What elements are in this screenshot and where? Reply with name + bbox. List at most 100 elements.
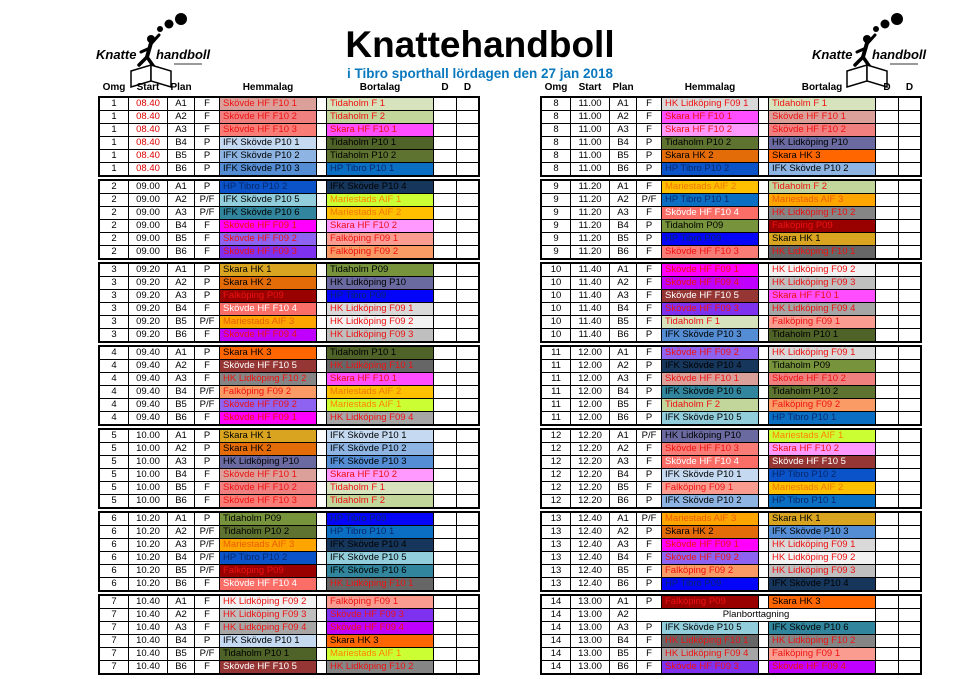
d-cell bbox=[457, 661, 478, 673]
start-time-cell: 09.20 bbox=[129, 290, 167, 302]
home-team-cell: Skövde HF F09 2 bbox=[662, 347, 758, 359]
plan-cell: B4 bbox=[610, 137, 636, 149]
home-team-cell: Skara HK 2 bbox=[662, 526, 758, 538]
pf-cell: F bbox=[195, 373, 219, 385]
home-team-cell: Skövde HF F10 2 bbox=[220, 482, 316, 494]
pf-cell: F bbox=[195, 622, 219, 634]
start-time-cell: 09.20 bbox=[129, 316, 167, 328]
start-time-cell: 11.20 bbox=[571, 220, 609, 232]
gap-cell bbox=[759, 539, 768, 551]
home-team-cell: HP Tibro P09 bbox=[662, 578, 758, 590]
away-team-cell: HK Lidköping F09 1 bbox=[327, 303, 433, 315]
d-cell bbox=[899, 386, 920, 398]
omg-cell: 9 bbox=[542, 233, 570, 245]
gap-cell bbox=[759, 565, 768, 577]
plan-cell: A1 bbox=[168, 181, 194, 193]
d-cell bbox=[457, 526, 478, 538]
pf-cell: P bbox=[637, 596, 661, 608]
omg-cell: 7 bbox=[100, 661, 128, 673]
d-cell bbox=[899, 360, 920, 372]
away-team-cell: HK Lidköping F09 3 bbox=[769, 277, 875, 289]
home-team-cell: Skövde HF F10 3 bbox=[220, 124, 316, 136]
omg-cell: 8 bbox=[542, 98, 570, 110]
d-cell bbox=[899, 290, 920, 302]
round-block-7: 7 10.40 A1 F HK Lidköping F09 2 Falköping F09… bbox=[98, 594, 480, 675]
d-cell bbox=[899, 373, 920, 385]
d-cell bbox=[899, 246, 920, 258]
away-team-cell: HK Lidköping F09 3 bbox=[327, 329, 433, 341]
start-time-cell: 12.00 bbox=[571, 386, 609, 398]
d-cell bbox=[434, 648, 456, 660]
d-cell bbox=[434, 207, 456, 219]
home-team-cell: Tidaholm P09 bbox=[220, 513, 316, 525]
d-cell bbox=[434, 469, 456, 481]
gap-cell bbox=[317, 347, 326, 359]
d-cell bbox=[899, 329, 920, 341]
pf-cell: P/F bbox=[195, 316, 219, 328]
col-start: Start bbox=[136, 82, 160, 93]
start-time-cell: 09.20 bbox=[129, 303, 167, 315]
plan-cell: A2 bbox=[610, 609, 636, 621]
home-team-cell: IFK Skövde P10 2 bbox=[220, 150, 316, 162]
d-cell bbox=[457, 513, 478, 525]
plan-cell: B5 bbox=[168, 399, 194, 411]
home-team-cell: HP Tibro P10 2 bbox=[220, 552, 316, 564]
d-cell bbox=[876, 290, 898, 302]
pf-cell: P bbox=[637, 526, 661, 538]
start-time-cell: 11.20 bbox=[571, 207, 609, 219]
gap-cell bbox=[317, 124, 326, 136]
d-cell bbox=[899, 347, 920, 359]
pf-cell: F bbox=[195, 360, 219, 372]
start-time-cell: 09.20 bbox=[129, 264, 167, 276]
home-team-cell: HK Lidköping F09 2 bbox=[220, 596, 316, 608]
plan-cell: A2 bbox=[168, 360, 194, 372]
away-team-cell: IFK Skövde P10 2 bbox=[327, 443, 433, 455]
d-cell bbox=[457, 456, 478, 468]
pf-cell: P bbox=[195, 430, 219, 442]
pf-cell: F bbox=[195, 609, 219, 621]
pf-cell: F bbox=[637, 565, 661, 577]
pf-cell: F bbox=[637, 648, 661, 660]
logo-text-handboll: handboll bbox=[156, 47, 211, 62]
away-team-cell: Tidaholm P10 1 bbox=[327, 347, 433, 359]
home-team-cell: IFK Skövde P10 5 bbox=[662, 622, 758, 634]
plan-cell: B4 bbox=[610, 220, 636, 232]
knatte-handboll-logo-left: Knatte handboll bbox=[96, 13, 211, 89]
omg-cell: 4 bbox=[100, 386, 128, 398]
omg-cell: 14 bbox=[542, 648, 570, 660]
d-cell bbox=[899, 596, 920, 608]
plan-cell: A2 bbox=[168, 194, 194, 206]
d-cell bbox=[434, 526, 456, 538]
start-time-cell: 08.40 bbox=[129, 111, 167, 123]
start-time-cell: 10.20 bbox=[129, 578, 167, 590]
home-team-cell: Skövde HF F10 5 bbox=[662, 290, 758, 302]
gap-cell bbox=[759, 578, 768, 590]
away-team-cell: IFK Skövde P10 5 bbox=[327, 552, 433, 564]
pf-cell: P bbox=[637, 386, 661, 398]
d-cell bbox=[876, 303, 898, 315]
home-team-cell: Skövde HF F10 2 bbox=[220, 111, 316, 123]
start-time-cell: 12.20 bbox=[571, 482, 609, 494]
plan-cell: B5 bbox=[168, 648, 194, 660]
pf-cell: F bbox=[637, 124, 661, 136]
home-team-cell: IFK Skövde P10 1 bbox=[662, 469, 758, 481]
d-cell bbox=[876, 386, 898, 398]
pf-cell: P bbox=[637, 220, 661, 232]
away-team-cell: HP Tibro P10 1 bbox=[327, 526, 433, 538]
start-time-cell: 10.00 bbox=[129, 430, 167, 442]
d-cell bbox=[899, 469, 920, 481]
pf-cell: P bbox=[195, 150, 219, 162]
d-cell bbox=[876, 124, 898, 136]
away-team-cell: HK Lidköping F09 4 bbox=[769, 303, 875, 315]
plan-cell: A2 bbox=[168, 277, 194, 289]
pf-cell: F bbox=[637, 181, 661, 193]
plan-cell: A2 bbox=[168, 526, 194, 538]
away-team-cell: HK Lidköping F10 1 bbox=[769, 246, 875, 258]
omg-cell: 13 bbox=[542, 526, 570, 538]
omg-cell: 9 bbox=[542, 181, 570, 193]
omg-cell: 6 bbox=[100, 578, 128, 590]
home-team-cell: Mariestads AIF 3 bbox=[662, 513, 758, 525]
pf-cell: P bbox=[637, 360, 661, 372]
d-cell bbox=[899, 443, 920, 455]
d-cell bbox=[434, 181, 456, 193]
